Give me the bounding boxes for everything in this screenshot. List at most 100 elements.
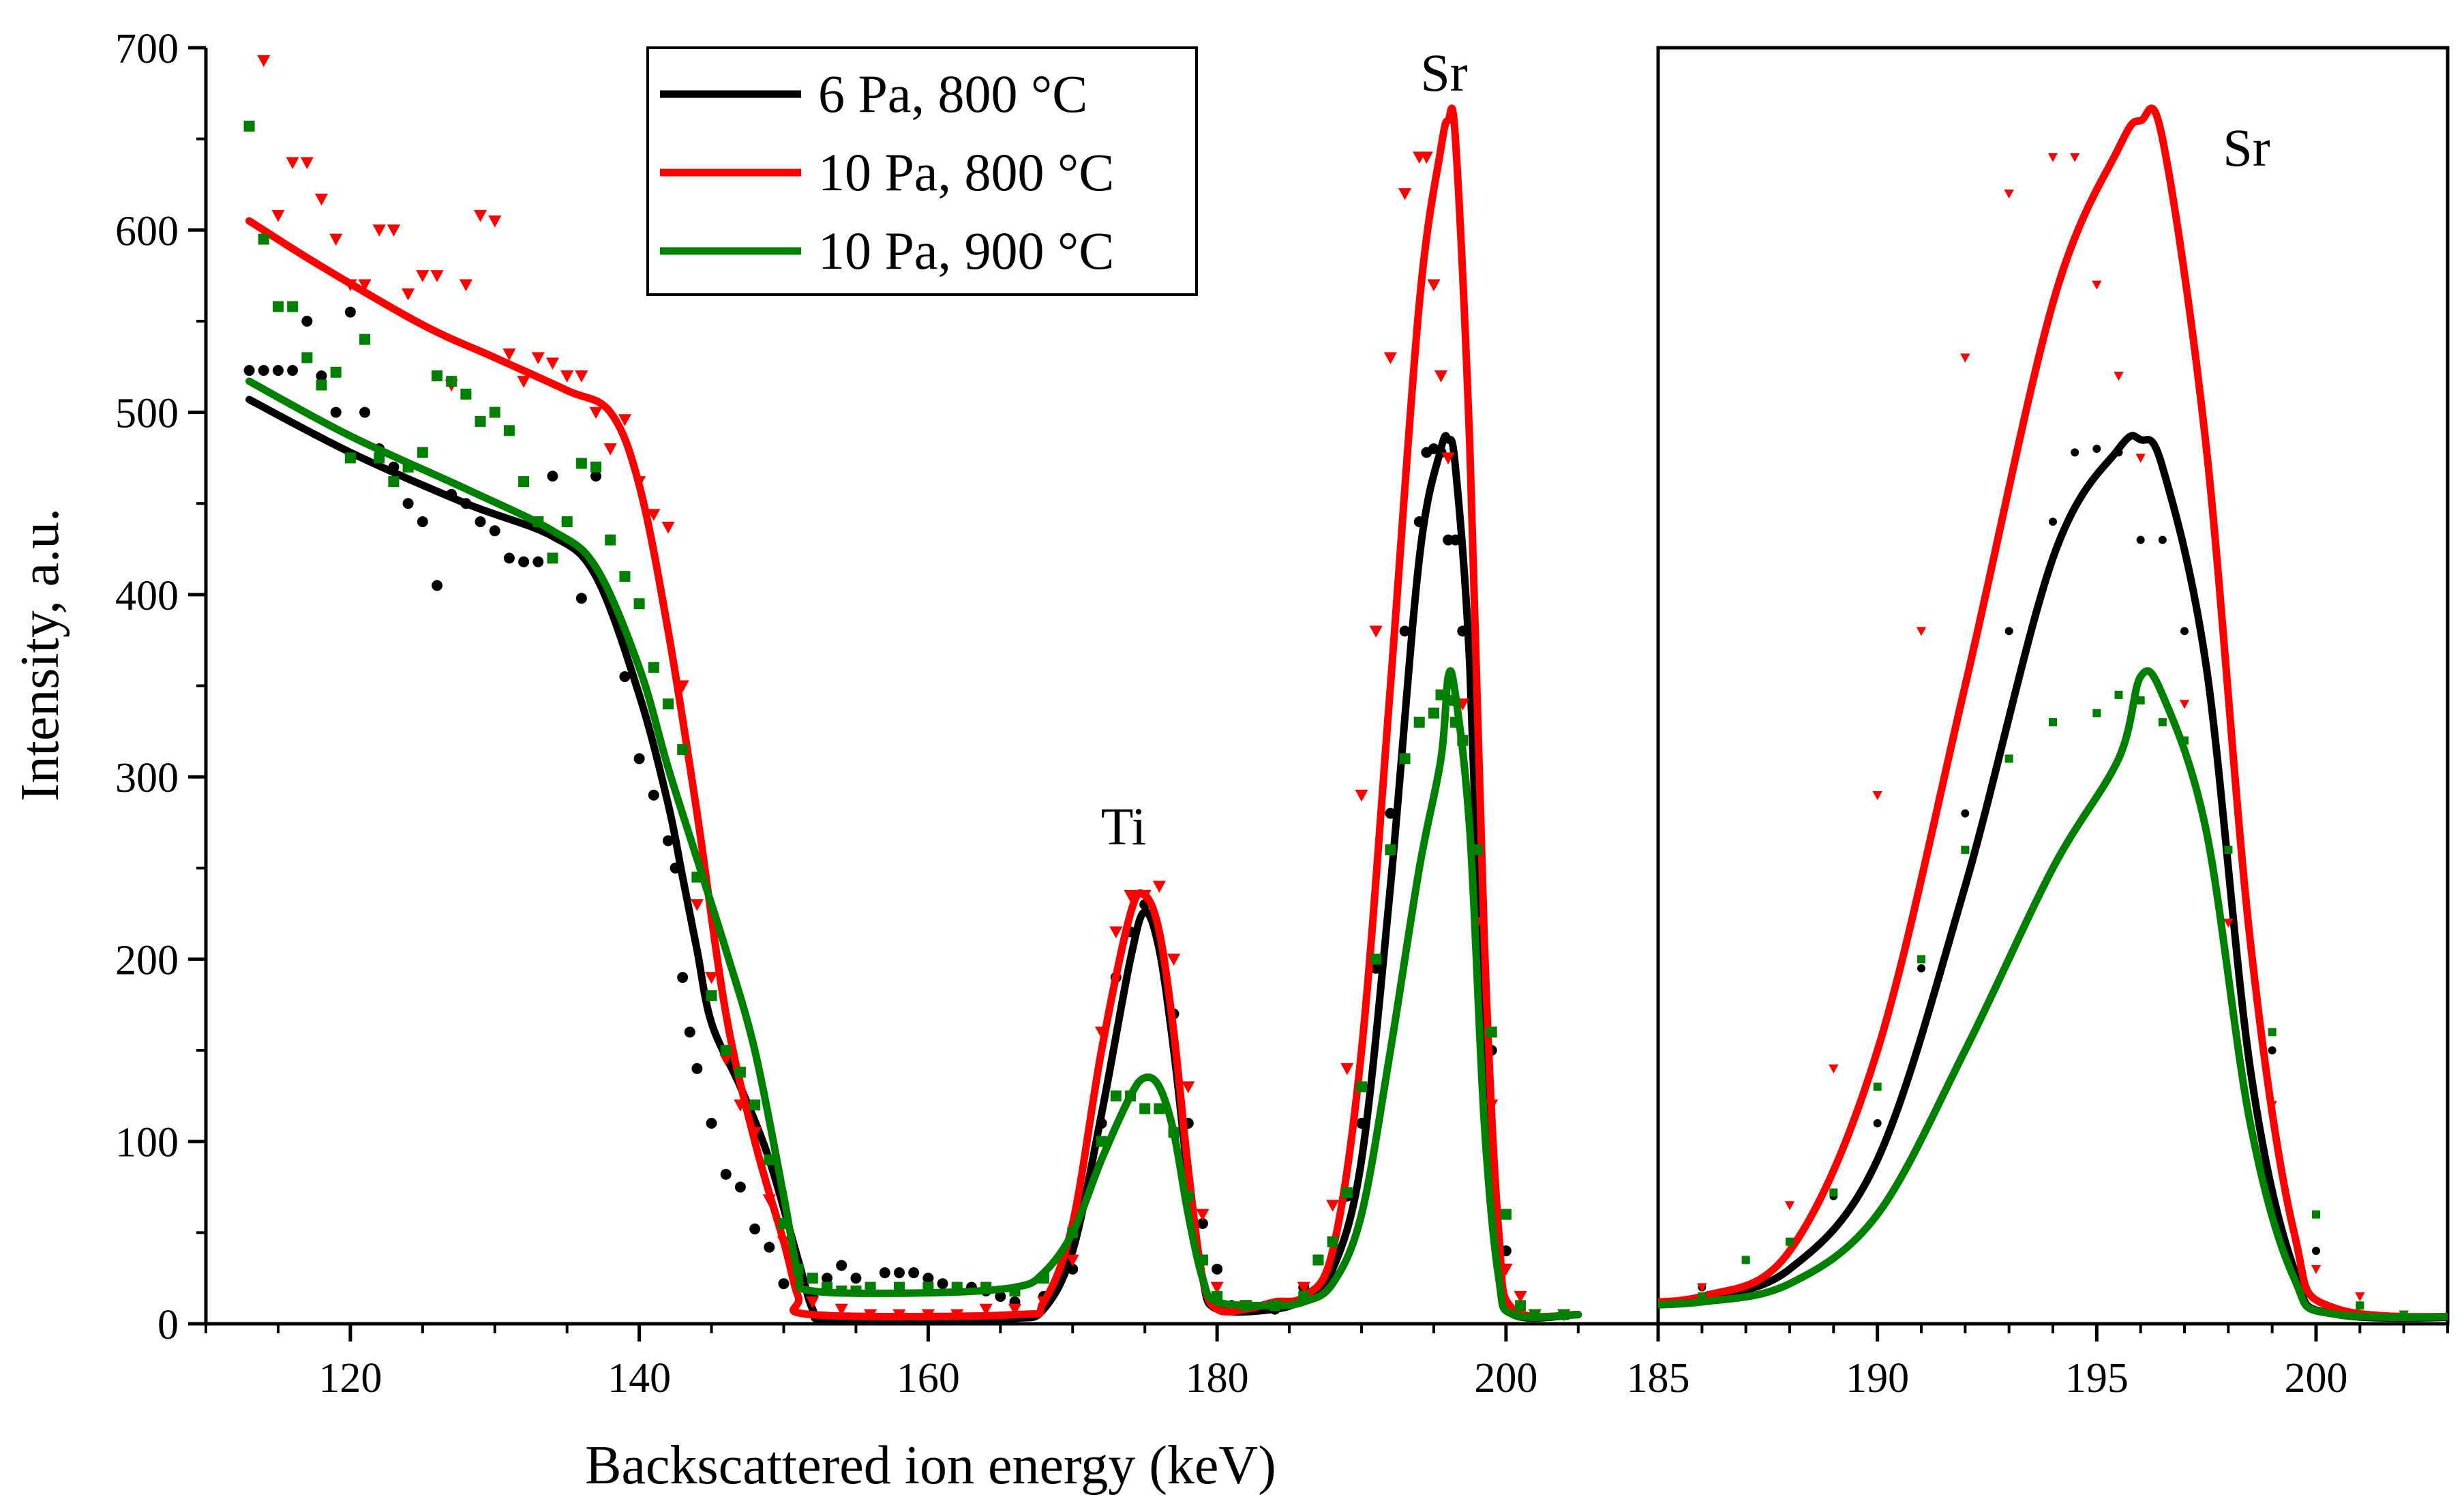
data-point [1369, 625, 1383, 638]
data-point [561, 516, 573, 527]
data-point [301, 315, 313, 327]
data-point [835, 1303, 848, 1316]
data-point [677, 972, 689, 983]
data-point [1196, 1209, 1210, 1221]
y-axis-label: Intensity, a.u. [10, 508, 70, 801]
inset-data-point [2114, 372, 2124, 381]
data-point [547, 552, 558, 564]
data-point [720, 1168, 732, 1180]
data-point [1413, 716, 1425, 728]
data-point [287, 301, 299, 312]
legend-label: 6 Pa, 800 °C [818, 64, 1087, 123]
inset-data-point [2136, 696, 2145, 705]
data-point [330, 366, 342, 378]
data-point [488, 215, 502, 228]
y-tick-label: 0 [157, 1302, 179, 1348]
data-point [1182, 1081, 1195, 1094]
data-point [575, 458, 587, 469]
y-tick-label: 600 [115, 208, 179, 254]
data-point [329, 233, 343, 246]
data-point [330, 406, 342, 418]
inset-data-point [1917, 964, 1925, 973]
data-point [257, 55, 271, 68]
data-point [1167, 953, 1181, 966]
data-point [1110, 1090, 1122, 1101]
data-point [1008, 1303, 1022, 1316]
data-point [475, 415, 486, 427]
data-point [374, 452, 385, 464]
inset-data-point [2004, 627, 2013, 636]
legend: 6 Pa, 800 °C 10 Pa, 800 °C 10 Pa, 900 °C [646, 46, 1198, 296]
data-point [836, 1260, 847, 1271]
inset-data-point [2268, 1046, 2277, 1055]
data-point [473, 209, 487, 222]
inset-series-10-pa-800-c [1658, 104, 2448, 1321]
main-panel: 0 100 200 300 400 500 600 700 120 140 160 180 200 [115, 26, 1658, 1402]
data-point [258, 233, 269, 245]
legend-label: 10 Pa, 900 °C [818, 221, 1114, 280]
inset-data-point [1873, 1082, 1882, 1091]
inset-data-point [2355, 1292, 2365, 1302]
data-point [1500, 1209, 1512, 1220]
data-point [1419, 151, 1433, 164]
inset-data-point [2071, 448, 2079, 457]
data-point [850, 1273, 862, 1284]
data-point [706, 1117, 717, 1129]
inset-series-line-10-pa-900-c [1658, 667, 2448, 1322]
data-point [719, 1054, 733, 1067]
data-point [1370, 953, 1382, 965]
y-tick-label: 700 [115, 26, 179, 72]
data-point [272, 365, 284, 376]
data-point [1428, 707, 1439, 719]
inset-data-point [2268, 1028, 2277, 1037]
inset-x-tick-label: 200 [2285, 1355, 2348, 1402]
data-point [720, 1045, 732, 1056]
x-tick-label: 160 [897, 1355, 960, 1402]
data-point [1210, 1281, 1224, 1294]
annotation-inset-sr: Sr [2223, 118, 2270, 177]
data-point [648, 662, 659, 673]
data-point [502, 349, 516, 361]
data-point [547, 471, 558, 482]
inset-series-6-pa-800-c [1658, 432, 2448, 1322]
data-point [286, 157, 299, 169]
data-point [446, 376, 457, 387]
data-point [243, 365, 255, 376]
inset-data-point [2136, 535, 2145, 544]
inset-data-point [2047, 153, 2058, 162]
y-tick-label: 100 [115, 1120, 179, 1166]
data-point [344, 306, 356, 318]
data-point [359, 333, 371, 345]
inset-data-point [2158, 535, 2167, 544]
x-axis-label: Backscattered ion energy (keV) [585, 1436, 1276, 1496]
data-point [1139, 1103, 1151, 1114]
data-point [648, 789, 659, 801]
inset-data-point [2004, 754, 2013, 763]
data-point [432, 370, 442, 382]
data-point [619, 671, 631, 683]
data-point [633, 753, 645, 765]
data-point [1197, 1217, 1208, 1229]
data-point [1356, 1081, 1367, 1093]
data-point [1326, 1200, 1340, 1212]
data-point [258, 365, 269, 376]
data-point [388, 476, 400, 488]
data-point [663, 698, 674, 710]
data-point [1385, 844, 1396, 856]
inset-data-point [2312, 1247, 2320, 1256]
data-point [518, 556, 530, 567]
inset-data-point [2049, 517, 2057, 526]
data-point [1312, 1254, 1324, 1266]
data-point [416, 270, 430, 282]
data-point [300, 157, 314, 169]
data-point [663, 835, 674, 846]
data-point [372, 224, 386, 237]
data-point [489, 406, 500, 418]
data-point [806, 1296, 820, 1309]
data-point [1434, 370, 1448, 383]
data-point [979, 1303, 993, 1316]
data-point [1515, 1300, 1527, 1311]
inset-data-point [1829, 1064, 1839, 1073]
data-point [503, 552, 515, 564]
